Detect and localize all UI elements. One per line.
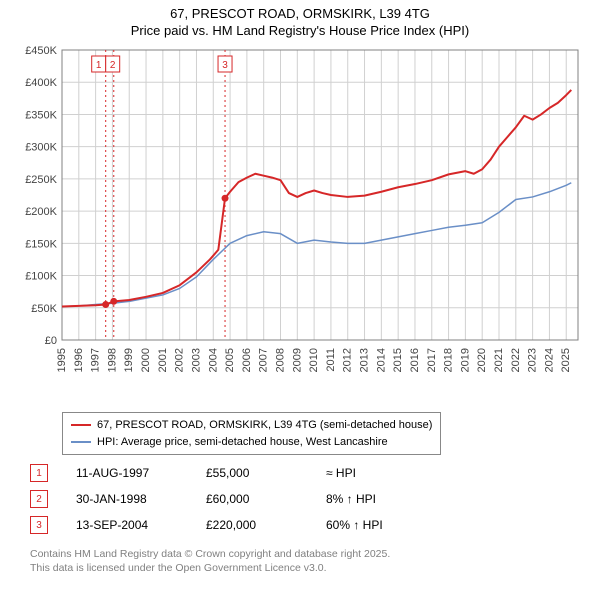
- svg-text:£200K: £200K: [25, 206, 57, 218]
- svg-text:2016: 2016: [409, 348, 421, 372]
- chart-title-line1: 67, PRESCOT ROAD, ORMSKIRK, L39 4TG: [0, 0, 600, 23]
- svg-text:2022: 2022: [510, 348, 522, 372]
- svg-text:2008: 2008: [275, 348, 287, 372]
- svg-text:£50K: £50K: [31, 303, 57, 315]
- svg-text:1995: 1995: [56, 348, 68, 372]
- legend: 67, PRESCOT ROAD, ORMSKIRK, L39 4TG (sem…: [62, 412, 441, 455]
- sale-price: £220,000: [206, 518, 326, 532]
- legend-item: 67, PRESCOT ROAD, ORMSKIRK, L39 4TG (sem…: [71, 417, 432, 434]
- svg-text:2023: 2023: [527, 348, 539, 372]
- svg-text:£300K: £300K: [25, 142, 57, 154]
- legend-swatch: [71, 441, 91, 443]
- svg-text:2010: 2010: [308, 348, 320, 372]
- svg-text:1997: 1997: [90, 348, 102, 372]
- svg-text:2013: 2013: [359, 348, 371, 372]
- footer: Contains HM Land Registry data © Crown c…: [30, 548, 390, 575]
- svg-text:1998: 1998: [106, 348, 118, 372]
- sale-price: £55,000: [206, 466, 326, 480]
- svg-text:2: 2: [110, 60, 116, 71]
- svg-text:£350K: £350K: [25, 109, 57, 121]
- svg-text:2012: 2012: [342, 348, 354, 372]
- svg-text:2021: 2021: [493, 348, 505, 372]
- legend-item: HPI: Average price, semi-detached house,…: [71, 434, 432, 451]
- svg-text:2000: 2000: [140, 348, 152, 372]
- svg-text:£100K: £100K: [25, 271, 57, 283]
- svg-text:2011: 2011: [325, 348, 337, 372]
- svg-text:2003: 2003: [190, 348, 202, 372]
- svg-text:2004: 2004: [207, 348, 219, 372]
- sale-hpi: ≈ HPI: [326, 466, 446, 480]
- sale-date: 13-SEP-2004: [76, 518, 206, 532]
- chart-container: 67, PRESCOT ROAD, ORMSKIRK, L39 4TG Pric…: [0, 0, 600, 590]
- marker-badge: 3: [30, 516, 48, 534]
- svg-text:£0: £0: [45, 335, 57, 347]
- svg-text:3: 3: [222, 60, 228, 71]
- svg-text:2014: 2014: [375, 348, 387, 372]
- chart-title-line2: Price paid vs. HM Land Registry's House …: [0, 23, 600, 40]
- svg-text:1999: 1999: [123, 348, 135, 372]
- svg-text:2019: 2019: [459, 348, 471, 372]
- footer-line1: Contains HM Land Registry data © Crown c…: [30, 548, 390, 562]
- svg-text:2024: 2024: [543, 348, 555, 372]
- svg-text:2015: 2015: [392, 348, 404, 372]
- svg-text:2005: 2005: [224, 348, 236, 372]
- sale-date: 11-AUG-1997: [76, 466, 206, 480]
- sale-date: 30-JAN-1998: [76, 492, 206, 506]
- svg-text:1996: 1996: [73, 348, 85, 372]
- table-row: 3 13-SEP-2004 £220,000 60% ↑ HPI: [30, 512, 446, 538]
- svg-text:2009: 2009: [291, 348, 303, 372]
- footer-line2: This data is licensed under the Open Gov…: [30, 562, 390, 576]
- sale-price: £60,000: [206, 492, 326, 506]
- svg-text:2020: 2020: [476, 348, 488, 372]
- svg-text:2002: 2002: [174, 348, 186, 372]
- svg-text:2025: 2025: [560, 348, 572, 372]
- sale-hpi: 60% ↑ HPI: [326, 518, 446, 532]
- marker-badge: 2: [30, 490, 48, 508]
- chart-plot: £0 £50K £100K £150K £200K £250K £300K £350K £400…: [12, 44, 588, 400]
- legend-label: 67, PRESCOT ROAD, ORMSKIRK, L39 4TG (sem…: [97, 417, 432, 434]
- sale-hpi: 8% ↑ HPI: [326, 492, 446, 506]
- sale-table: 1 11-AUG-1997 £55,000 ≈ HPI 2 30-JAN-199…: [30, 460, 446, 538]
- svg-text:2007: 2007: [258, 348, 270, 372]
- svg-text:£250K: £250K: [25, 174, 57, 186]
- svg-text:£400K: £400K: [25, 77, 57, 89]
- svg-text:2001: 2001: [157, 348, 169, 372]
- legend-swatch: [71, 424, 91, 426]
- svg-text:2018: 2018: [443, 348, 455, 372]
- table-row: 2 30-JAN-1998 £60,000 8% ↑ HPI: [30, 486, 446, 512]
- svg-text:2017: 2017: [426, 348, 438, 372]
- table-row: 1 11-AUG-1997 £55,000 ≈ HPI: [30, 460, 446, 486]
- svg-text:£150K: £150K: [25, 238, 57, 250]
- svg-text:2006: 2006: [241, 348, 253, 372]
- svg-text:1: 1: [96, 60, 102, 71]
- marker-badge: 1: [30, 464, 48, 482]
- legend-label: HPI: Average price, semi-detached house,…: [97, 434, 388, 451]
- svg-text:£450K: £450K: [25, 45, 57, 57]
